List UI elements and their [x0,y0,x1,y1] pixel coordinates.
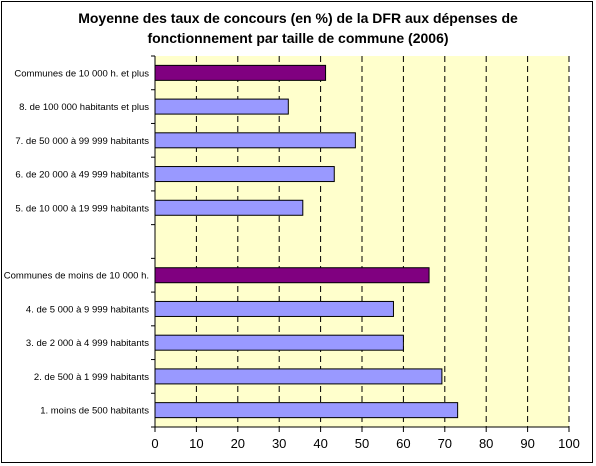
category-label: 8. de 100 000 habitants et plus [19,102,149,113]
x-tick-label: 20 [231,436,245,451]
category-label: Communes de moins de 10 000 h. [4,271,149,282]
category-label: 5. de 10 000 à 19 999 habitants [15,203,149,214]
bar [154,402,459,419]
category-label: 3. de 2 000 à 4 999 habitants [26,338,149,349]
bar [154,300,394,317]
x-tick-label: 60 [396,436,410,451]
x-tick-label: 0 [151,436,158,451]
category-label: 7. de 50 000 à 99 999 habitants [15,136,149,147]
category-label: 1. moins de 500 habitants [40,406,149,417]
bar [154,267,430,284]
bar [154,368,443,385]
category-label: 4. de 5 000 à 9 999 habitants [26,304,149,315]
x-tick-label: 100 [558,436,580,451]
category-label: 6. de 20 000 à 49 999 habitants [15,170,149,181]
x-tick-label: 50 [355,436,369,451]
bar [154,334,404,351]
x-tick-label: 70 [438,436,452,451]
x-tick-label: 80 [479,436,493,451]
x-tick-label: 10 [189,436,203,451]
category-label: 2. de 500 à 1 999 habitants [34,372,149,383]
chart-title: Moyenne des taux de concours (en %) de l… [0,8,596,48]
chart-title-line-2: fonctionnement par taille de commune (20… [147,30,449,46]
bar [154,166,335,183]
bar [154,132,356,149]
category-label: Communes de 10 000 h. et plus [14,68,149,79]
bar [154,199,304,216]
bar [154,98,289,115]
chart-title-line-1: Moyenne des taux de concours (en %) de l… [78,10,518,26]
x-tick-label: 90 [520,436,534,451]
x-tick-label: 40 [313,436,327,451]
x-tick-label: 30 [272,436,286,451]
bar [154,64,327,81]
